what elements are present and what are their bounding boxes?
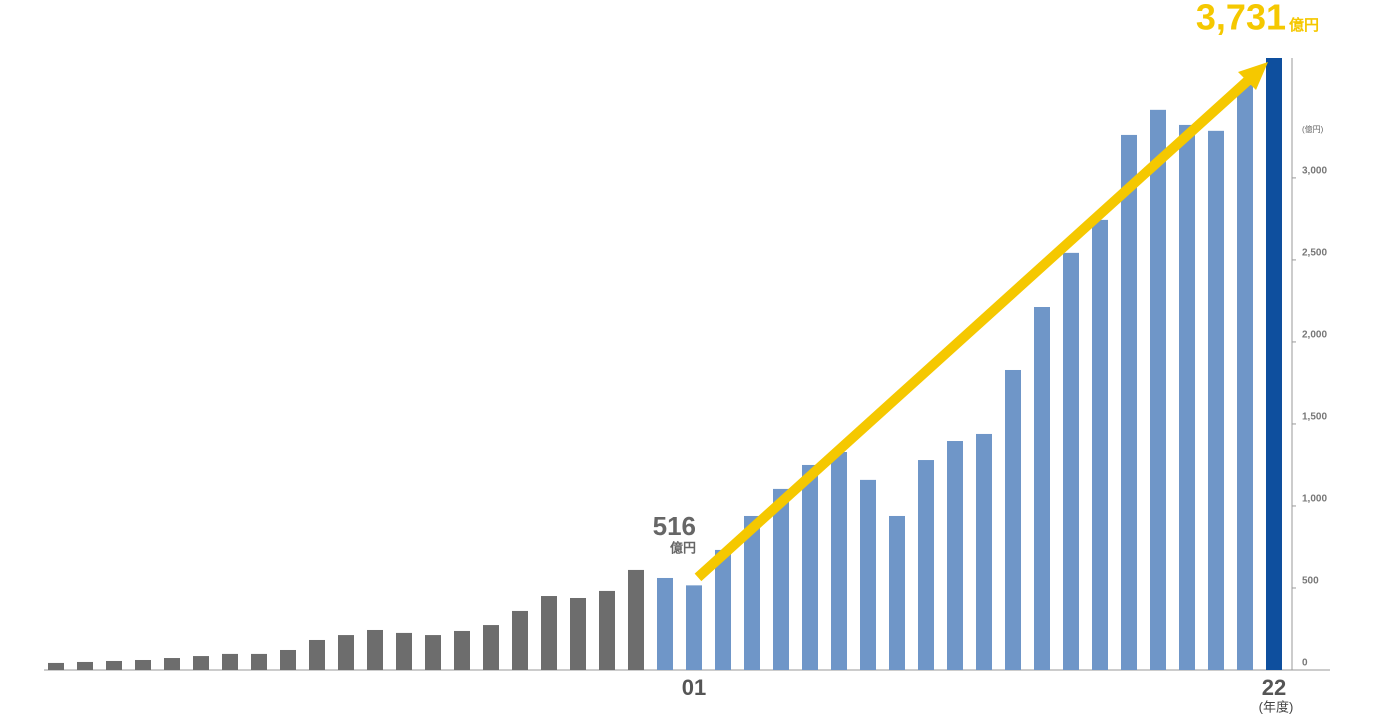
bar <box>164 658 180 670</box>
bar <box>599 590 615 670</box>
bar <box>1266 58 1282 670</box>
bar <box>396 632 412 670</box>
trend-arrow <box>694 71 1258 582</box>
bar <box>976 433 992 670</box>
y-tick-label: 1,500 <box>1302 412 1327 423</box>
bar <box>1034 306 1050 670</box>
y-tick-label: 3,000 <box>1302 166 1327 177</box>
bar <box>715 549 731 670</box>
bar <box>1005 369 1021 670</box>
bar <box>570 597 586 670</box>
bar <box>280 649 296 670</box>
bar <box>1237 84 1253 670</box>
y-tick-label: 1,000 <box>1302 494 1327 505</box>
bar <box>135 659 151 670</box>
bar <box>1208 130 1224 670</box>
bar <box>454 630 470 670</box>
bar <box>860 479 876 670</box>
bar <box>251 653 267 670</box>
x-tick-label: 22 <box>1262 675 1286 700</box>
bar <box>889 515 905 670</box>
bar <box>657 577 673 670</box>
y-tick-label: 0 <box>1302 658 1308 669</box>
bar <box>1179 124 1195 670</box>
y-unit: (億円) <box>1302 124 1324 134</box>
arrow-head <box>1238 62 1268 90</box>
bar <box>1121 134 1137 670</box>
bar <box>425 635 441 670</box>
bar <box>541 596 557 670</box>
bar <box>48 662 64 670</box>
value-label: 3,731 <box>1196 0 1286 38</box>
bar <box>512 610 528 670</box>
bar <box>744 515 760 670</box>
bar <box>686 585 702 670</box>
bar <box>773 488 789 670</box>
bar <box>193 656 209 670</box>
bar <box>831 452 847 670</box>
y-tick-label: 2,000 <box>1302 330 1327 341</box>
y-tick-label: 2,500 <box>1302 248 1327 259</box>
bar <box>106 660 122 670</box>
y-tick-label: 500 <box>1302 576 1319 587</box>
bar <box>947 441 963 670</box>
bar <box>1092 219 1108 670</box>
x-unit: (年度) <box>1259 699 1294 714</box>
value-unit: 億円 <box>1289 16 1319 34</box>
x-tick-label: 01 <box>682 675 706 700</box>
bar <box>338 635 354 670</box>
bar <box>628 569 644 670</box>
bar <box>77 661 93 670</box>
bar <box>802 464 818 670</box>
value-label: 516 <box>653 511 696 541</box>
bar <box>918 460 934 670</box>
value-unit: 億円 <box>670 540 696 555</box>
bar <box>367 629 383 670</box>
bar <box>1150 109 1166 671</box>
bar <box>1063 252 1079 670</box>
bar <box>222 653 238 670</box>
bar <box>309 639 325 670</box>
bar <box>483 625 499 670</box>
